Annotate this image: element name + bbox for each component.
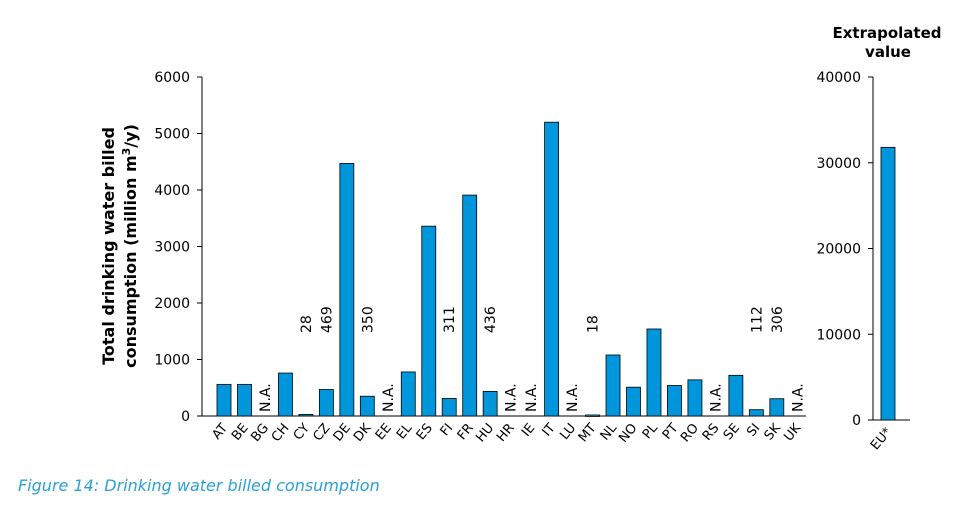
na-label: N.A. xyxy=(565,383,581,412)
x-tick-label: FR xyxy=(455,421,477,443)
bar-it xyxy=(544,121,559,417)
x-tick-label: PT xyxy=(660,421,682,443)
y-tick-label: 1000 xyxy=(154,353,190,369)
bar-fi xyxy=(441,398,457,417)
y-tick-label: 4000 xyxy=(154,183,190,199)
x-tick-label: EU* xyxy=(868,425,895,454)
data-label: 28 xyxy=(299,315,315,333)
y-tick-label: 2000 xyxy=(154,296,190,312)
bar-sk xyxy=(769,398,785,417)
bar-hu xyxy=(482,390,498,417)
data-label: 306 xyxy=(770,306,786,333)
y-tick-label: 0 xyxy=(852,413,861,429)
na-label: N.A. xyxy=(258,383,274,412)
bar-pt xyxy=(667,385,682,417)
bar-ro xyxy=(687,379,703,417)
bar-cz xyxy=(318,389,334,417)
x-tick-label: UK xyxy=(781,421,804,445)
bar-at xyxy=(216,383,232,417)
data-label: 469 xyxy=(319,306,335,333)
bar-de xyxy=(339,163,355,417)
data-label: 18 xyxy=(586,315,602,333)
y-tick-label: 0 xyxy=(181,409,190,425)
bar-dk xyxy=(359,395,375,417)
x-tick-label: BG xyxy=(248,421,272,445)
data-label: 112 xyxy=(749,306,765,333)
y-tick-label: 20000 xyxy=(816,242,861,258)
x-tick-label: RO xyxy=(678,421,702,445)
figure-caption: Figure 14: Drinking water billed consump… xyxy=(18,476,380,495)
x-tick-label: BE xyxy=(229,421,252,444)
y-tick-label: 5000 xyxy=(154,127,190,143)
x-tick-label: DE xyxy=(331,421,354,445)
x-tick-label: RS xyxy=(700,421,723,444)
bar-cy xyxy=(298,414,314,417)
x-tick-label: EL xyxy=(394,420,416,442)
y-axis-label-line2: consumption (million m3/y) xyxy=(120,124,141,368)
y-tick-label: 30000 xyxy=(816,156,861,172)
x-tick-label: ES xyxy=(414,421,436,443)
na-label: N.A. xyxy=(708,383,724,412)
x-tick-label: SK xyxy=(762,421,785,444)
x-tick-label: DK xyxy=(351,421,375,445)
bar-ch xyxy=(278,372,293,417)
bar-eu xyxy=(880,146,896,421)
x-tick-label: SI xyxy=(744,421,763,440)
data-label: 350 xyxy=(360,306,376,333)
x-tick-label: SE xyxy=(721,421,743,443)
x-tick-label: CZ xyxy=(310,421,333,444)
x-tick-label: HR xyxy=(494,421,518,445)
bar-pl xyxy=(646,328,662,417)
na-label: N.A. xyxy=(381,383,397,412)
y-tick-label: 10000 xyxy=(816,327,861,343)
y-tick-label: 3000 xyxy=(154,240,190,256)
na-label: N.A. xyxy=(504,383,520,412)
bar-be xyxy=(237,383,252,417)
x-tick-label: HU xyxy=(473,421,497,445)
x-tick-label: PL xyxy=(640,420,662,442)
bar-mt xyxy=(585,414,600,417)
y-tick-label: 40000 xyxy=(816,70,861,86)
x-tick-label: NL xyxy=(598,420,621,443)
data-label: 311 xyxy=(442,306,458,333)
extrapolated-title-line2: value xyxy=(865,43,911,61)
bar-se xyxy=(728,374,744,417)
na-label: N.A. xyxy=(790,383,806,412)
x-tick-label: AT xyxy=(209,421,231,443)
x-tick-label: CH xyxy=(269,421,293,445)
bar-si xyxy=(748,409,764,417)
x-tick-label: EE xyxy=(373,421,395,443)
x-tick-label: FI xyxy=(438,421,457,439)
x-tick-label: LU xyxy=(557,421,579,443)
y-axis-label-line1: Total drinking water billed xyxy=(99,127,118,365)
x-tick-label: IT xyxy=(540,421,559,440)
y-tick-label: 6000 xyxy=(154,70,190,86)
x-tick-label: NO xyxy=(616,421,640,446)
bar-el xyxy=(400,371,416,417)
bar-es xyxy=(421,225,437,417)
extrapolated-bar-chart: 0 10000 20000 30000 40000 EU* xyxy=(816,70,910,453)
bar-no xyxy=(626,386,641,417)
x-tick-label: MT xyxy=(576,421,600,445)
data-label: 436 xyxy=(483,306,499,333)
x-tick-label: IE xyxy=(519,421,538,440)
bar-nl xyxy=(605,354,621,417)
na-label: N.A. xyxy=(524,383,540,412)
extrapolated-title-line1: Extrapolated xyxy=(833,24,942,42)
x-tick-label: CY xyxy=(291,421,313,444)
bar-fr xyxy=(462,194,478,417)
